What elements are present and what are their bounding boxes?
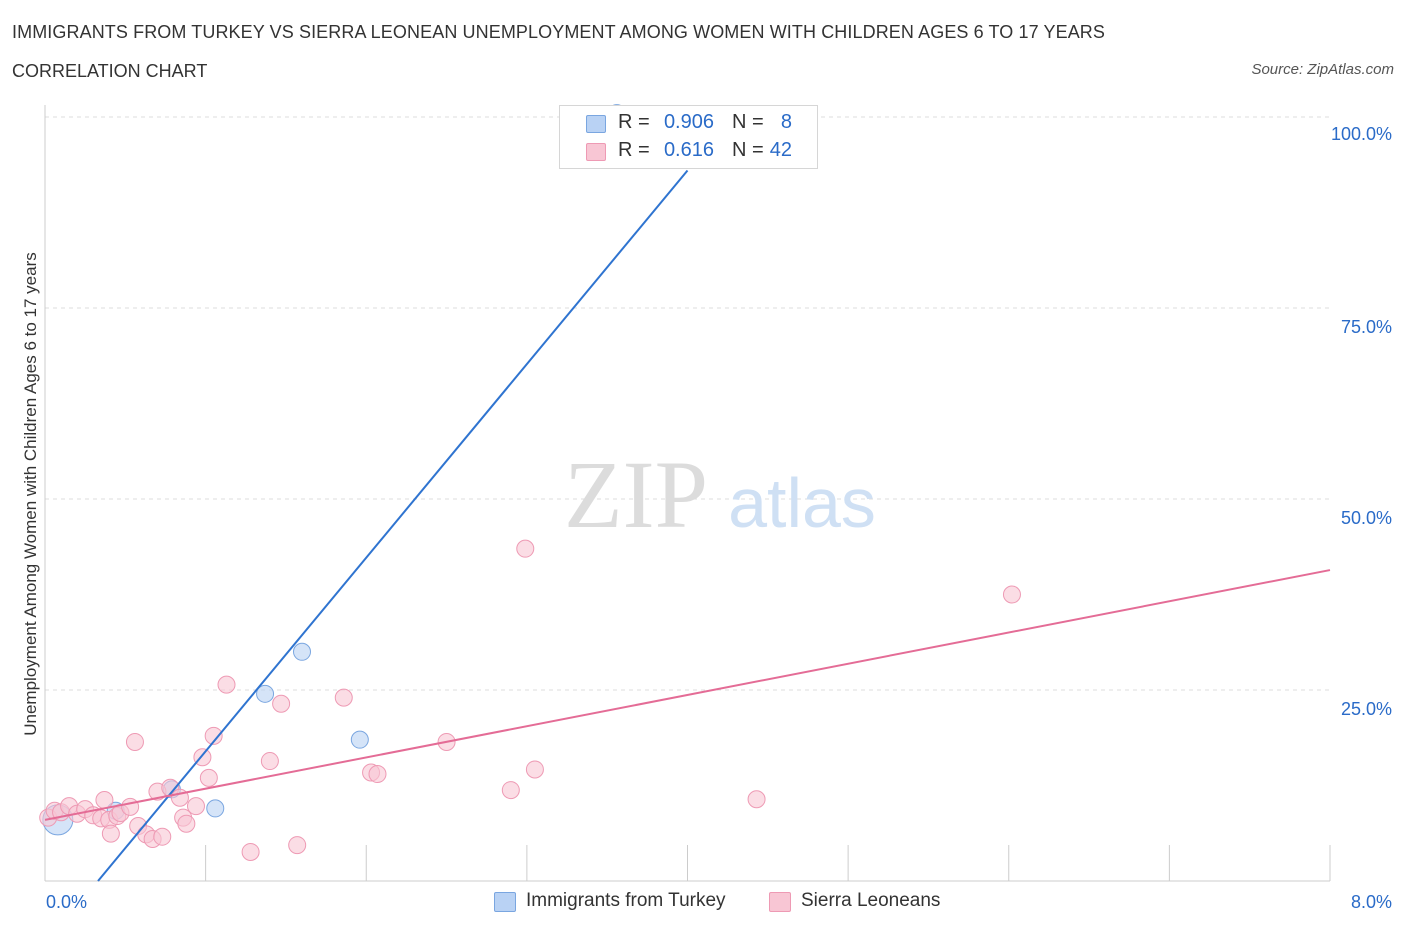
grid	[45, 116, 1330, 691]
stats-legend: R = 0.906 N = 8 R = 0.616 N = 42	[559, 105, 818, 169]
y-tick-label: 25.0%	[1341, 699, 1392, 719]
n-label: N =	[732, 111, 764, 133]
point-sierra-leone	[125, 732, 144, 751]
point-sierra-leone	[217, 675, 236, 694]
n-value: 42	[769, 139, 792, 161]
point-turkey	[293, 642, 311, 661]
point-turkey	[206, 799, 225, 818]
watermark-zip: ZIP	[564, 441, 708, 548]
sierra-leone-swatch	[586, 143, 606, 161]
y-tick-label: 75.0%	[1341, 317, 1392, 337]
point-sierra-leone	[525, 760, 544, 779]
r-value: 0.906	[663, 111, 714, 133]
point-sierra-leone	[199, 768, 218, 787]
y-tick-label: 50.0%	[1341, 508, 1392, 528]
point-turkey	[256, 684, 275, 703]
n-value: 8	[780, 111, 792, 133]
point-sierra-leone	[95, 791, 114, 810]
point-sierra-leone	[241, 842, 260, 861]
point-sierra-leone	[516, 539, 535, 558]
r-value: 0.616	[663, 139, 714, 161]
trend-line-sierra-leone	[44, 569, 1331, 821]
source-credit: Source: ZipAtlas.com	[1251, 61, 1394, 78]
r-label: R =	[618, 139, 650, 161]
chart-title: IMMIGRANTS FROM TURKEY VS SIERRA LEONEAN…	[12, 22, 1106, 42]
point-sierra-leone	[121, 797, 140, 816]
x-tick-label: 0.0%	[46, 892, 87, 912]
point-sierra-leone	[186, 797, 205, 816]
sierra-leone-legend-label: Sierra Leoneans	[801, 890, 941, 911]
point-sierra-leone	[177, 814, 196, 833]
trend-lines	[44, 169, 1331, 882]
point-sierra-leone	[334, 688, 353, 707]
y-tick-label: 100.0%	[1331, 124, 1392, 144]
r-label: R =	[618, 111, 650, 133]
tick-labels: 100.0% 75.0% 50.0% 25.0% 0.0% 8.0%	[46, 124, 1392, 912]
n-label: N =	[732, 139, 764, 161]
chart-subtitle: CORRELATION CHART	[12, 61, 208, 81]
point-sierra-leone	[260, 752, 279, 771]
point-sierra-leone	[153, 827, 172, 846]
turkey-legend-label: Immigrants from Turkey	[526, 890, 726, 911]
trend-line-turkey	[97, 169, 689, 882]
y-axis-label: Unemployment Among Women with Children A…	[21, 252, 40, 736]
watermark: ZIP atlas	[564, 441, 876, 548]
point-sierra-leone	[204, 726, 223, 745]
point-sierra-leone	[272, 694, 291, 713]
data-points	[39, 104, 1021, 861]
point-sierra-leone	[101, 824, 120, 843]
point-sierra-leone	[1002, 585, 1021, 604]
sierra-leone-legend-swatch	[769, 892, 791, 912]
point-sierra-leone	[368, 765, 387, 784]
x-tick-label: 8.0%	[1351, 892, 1392, 912]
point-sierra-leone	[288, 836, 307, 855]
turkey-legend-swatch	[494, 892, 516, 912]
turkey-swatch	[586, 115, 606, 133]
axes	[44, 105, 1331, 882]
point-turkey	[350, 730, 369, 749]
point-sierra-leone	[501, 781, 520, 800]
watermark-atlas: atlas	[728, 464, 876, 542]
point-sierra-leone	[747, 790, 766, 809]
